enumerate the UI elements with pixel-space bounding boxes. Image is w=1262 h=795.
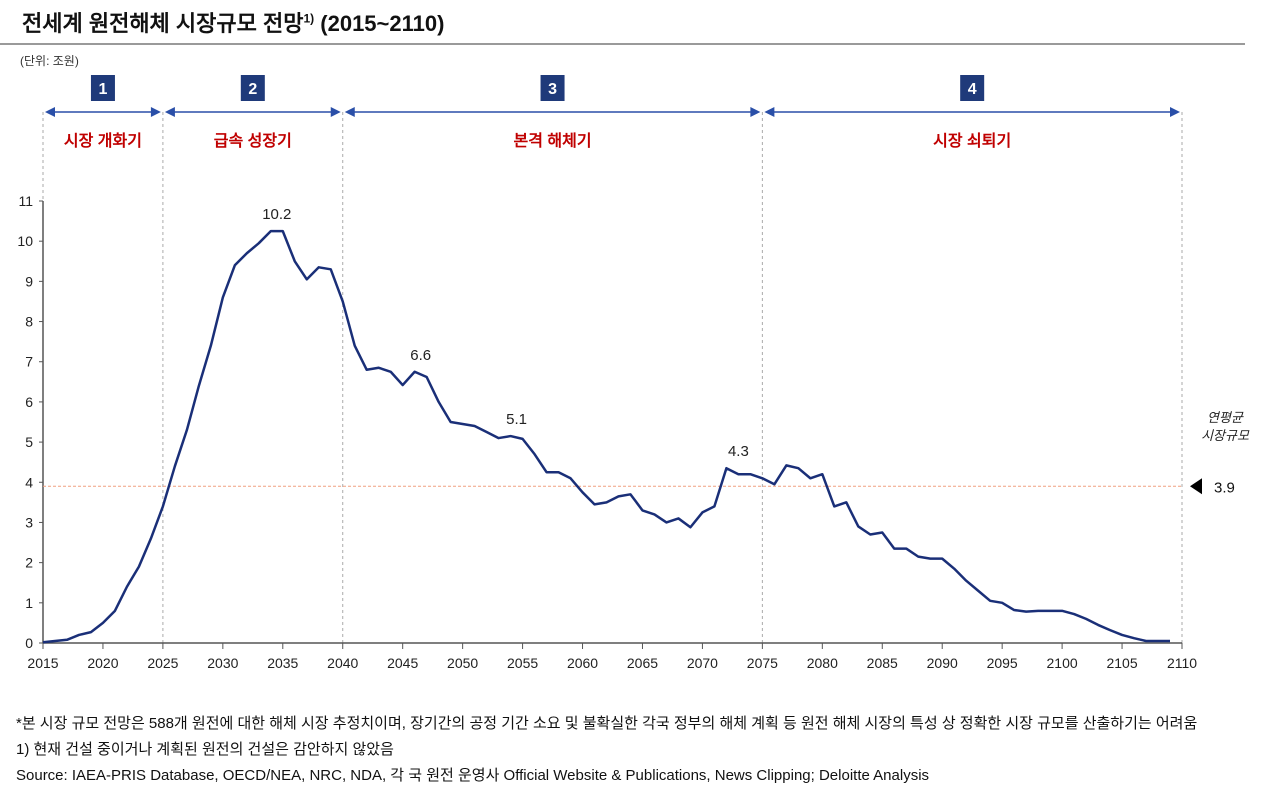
x-tick-label: 2090 xyxy=(927,655,958,671)
x-tick-label: 2060 xyxy=(567,655,598,671)
y-tick-label: 3 xyxy=(25,514,33,530)
y-tick-label: 9 xyxy=(25,273,33,289)
phase-label: 본격 해체기 xyxy=(514,132,592,150)
title-footnote-marker: 1) xyxy=(303,11,315,26)
chart-title: 전세계 원전해체 시장규모 전망1) (2015~2110) xyxy=(22,6,444,38)
x-tick-label: 2070 xyxy=(687,655,718,671)
y-tick-label: 10 xyxy=(17,233,33,249)
average-marker-icon xyxy=(1190,478,1202,495)
phase-number-box xyxy=(960,75,985,101)
arrow-right-icon xyxy=(150,107,161,117)
phase-number-box xyxy=(540,75,565,101)
arrow-right-icon xyxy=(750,107,761,117)
x-tick-label: 2075 xyxy=(747,655,778,671)
phase-label: 시장 쇠퇴기 xyxy=(933,132,1011,150)
y-tick-label: 7 xyxy=(25,354,33,370)
x-tick-label: 2015 xyxy=(27,655,58,671)
footnote-1: 1) 현재 건설 중이거나 계획된 원전의 건설은 감안하지 않았음 xyxy=(16,741,394,758)
y-tick-label: 1 xyxy=(25,595,33,611)
y-tick-label: 0 xyxy=(25,635,33,651)
x-tick-label: 2080 xyxy=(807,655,838,671)
data-label: 4.3 xyxy=(728,443,749,460)
average-value-label: 3.9 xyxy=(1214,479,1235,496)
phase-label: 급속 성장기 xyxy=(214,132,292,150)
y-tick-label: 6 xyxy=(25,394,33,410)
phase-label: 시장 개화기 xyxy=(64,131,142,150)
phase-number: 2 xyxy=(248,81,257,98)
x-tick-label: 2035 xyxy=(267,655,298,671)
y-tick-label: 2 xyxy=(25,555,33,571)
x-tick-label: 2110 xyxy=(1167,655,1197,671)
data-label: 10.2 xyxy=(262,206,291,223)
x-tick-label: 2020 xyxy=(87,655,118,671)
x-tick-label: 2045 xyxy=(387,655,418,671)
x-tick-label: 2085 xyxy=(867,655,898,671)
arrow-left-icon xyxy=(45,107,55,117)
arrow-left-icon xyxy=(344,107,355,117)
phase-number: 3 xyxy=(548,81,557,98)
phase-number-box xyxy=(240,75,265,101)
data-label: 5.1 xyxy=(506,411,527,428)
x-tick-label: 2040 xyxy=(327,655,358,671)
average-caption-line1: 연평균 xyxy=(1207,410,1244,425)
average-caption-line2: 시장규모 xyxy=(1201,428,1250,443)
phase-number-box xyxy=(90,75,115,101)
x-tick-label: 2025 xyxy=(147,655,178,671)
y-tick-label: 5 xyxy=(25,434,33,450)
market-size-line xyxy=(42,229,1171,644)
y-tick-label: 4 xyxy=(25,474,33,490)
unit-label: (단위: 조원) xyxy=(20,54,79,68)
x-tick-label: 2105 xyxy=(1106,655,1137,671)
title-text: 전세계 원전해체 시장규모 전망 xyxy=(22,11,304,36)
x-tick-label: 2030 xyxy=(207,655,238,671)
y-tick-label: 8 xyxy=(25,314,33,330)
arrow-right-icon xyxy=(330,107,341,117)
x-tick-label: 2100 xyxy=(1047,655,1078,671)
title-divider xyxy=(0,43,1245,45)
arrow-left-icon xyxy=(764,107,775,117)
x-tick-label: 2050 xyxy=(447,655,478,671)
arrow-left-icon xyxy=(164,107,175,117)
title-range: (2015~2110) xyxy=(320,11,445,36)
source-note: Source: IAEA-PRIS Database, OECD/NEA, NR… xyxy=(16,767,930,784)
x-tick-label: 2095 xyxy=(987,655,1018,671)
data-label: 6.6 xyxy=(410,347,431,364)
x-tick-label: 2055 xyxy=(507,655,538,671)
arrow-right-icon xyxy=(1170,107,1180,117)
y-tick-label: 11 xyxy=(18,193,33,209)
phase-number: 1 xyxy=(98,81,107,98)
x-tick-label: 2065 xyxy=(627,655,658,671)
phase-number: 4 xyxy=(968,81,977,98)
footnote-star: *본 시장 규모 전망은 588개 원전에 대한 해체 시장 추정치이며, 장기… xyxy=(16,715,1198,732)
